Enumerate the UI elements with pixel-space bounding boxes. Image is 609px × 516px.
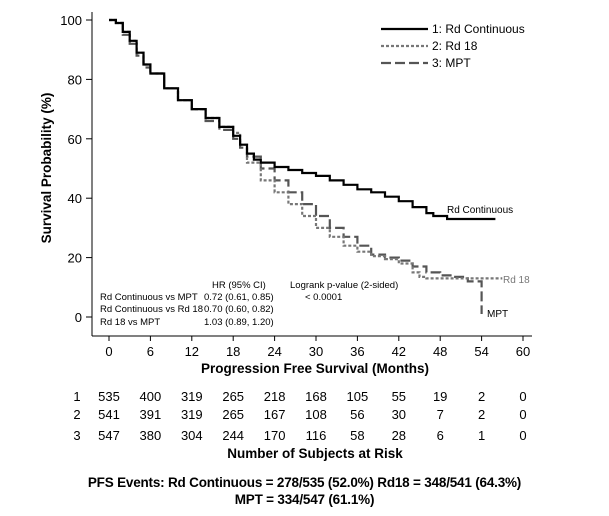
at-risk-value: 535 bbox=[98, 389, 120, 404]
at-risk-title: Number of Subjects at Risk bbox=[227, 446, 403, 461]
x-tick-label: 6 bbox=[147, 344, 154, 359]
at-risk-value: 1 bbox=[478, 428, 485, 443]
at-risk-value: 541 bbox=[98, 407, 120, 422]
end-label-mpt: MPT bbox=[487, 309, 508, 320]
x-tick-label: 36 bbox=[350, 344, 364, 359]
stats-table: HR (95% CI) Logrank p-value (2-sided) Rd… bbox=[100, 280, 398, 328]
at-risk-value: 2 bbox=[478, 407, 485, 422]
at-risk-value: 2 bbox=[478, 389, 485, 404]
stats-header-hr: HR (95% CI) bbox=[212, 280, 266, 291]
at-risk-value: 108 bbox=[305, 407, 327, 422]
x-axis-label: Progression Free Survival (Months) bbox=[201, 361, 429, 376]
at-risk-table: 1 535 400 319 265 218 168 105 55 19 2 02 541 391 319 26… bbox=[73, 389, 526, 443]
y-tick-label: 80 bbox=[68, 72, 82, 87]
at-risk-row-label: 1 bbox=[73, 389, 80, 404]
stats-row-hr: 0.70 (0.60, 0.82) bbox=[204, 304, 274, 315]
y-tick-label: 40 bbox=[68, 191, 82, 206]
at-risk-value: 116 bbox=[306, 428, 327, 443]
plot-frame bbox=[91, 12, 532, 337]
pfs-events-line-2: MPT = 334/547 (61.1%) bbox=[234, 492, 375, 507]
x-tick-label: 12 bbox=[185, 344, 199, 359]
stats-row-label: Rd 18 vs MPT bbox=[100, 317, 160, 328]
at-risk-value: 167 bbox=[264, 407, 286, 422]
at-risk-value: 319 bbox=[181, 407, 203, 422]
x-tick-label: 24 bbox=[267, 344, 281, 359]
series-rd-continuous bbox=[109, 18, 496, 221]
x-tick-label: 48 bbox=[433, 344, 447, 359]
at-risk-value: 0 bbox=[519, 407, 526, 422]
at-risk-value: 0 bbox=[519, 389, 526, 404]
at-risk-value: 400 bbox=[140, 389, 162, 404]
at-risk-value: 319 bbox=[181, 389, 203, 404]
stats-row-label: Rd Continuous vs Rd 18 bbox=[100, 304, 203, 315]
x-tick-label: 60 bbox=[516, 344, 530, 359]
at-risk-value: 547 bbox=[98, 428, 120, 443]
y-tick-label: 100 bbox=[60, 13, 82, 28]
x-tick-label: 42 bbox=[392, 344, 406, 359]
x-tick-label: 54 bbox=[474, 344, 488, 359]
end-label-rd-18: Rd 18 bbox=[503, 275, 530, 286]
stats-row-label: Rd Continuous vs MPT bbox=[100, 292, 198, 303]
stats-row-p: < 0.0001 bbox=[305, 292, 342, 303]
stats-header-p: Logrank p-value (2-sided) bbox=[290, 280, 398, 291]
series-mpt bbox=[109, 18, 483, 314]
at-risk-value: 304 bbox=[181, 428, 203, 443]
at-risk-value: 7 bbox=[437, 407, 444, 422]
stats-row-hr: 0.72 (0.61, 0.85) bbox=[204, 292, 274, 303]
at-risk-value: 168 bbox=[305, 389, 327, 404]
at-risk-value: 6 bbox=[437, 428, 444, 443]
y-tick-label: 60 bbox=[68, 132, 82, 147]
at-risk-value: 391 bbox=[140, 407, 162, 422]
x-tick-label: 18 bbox=[226, 344, 240, 359]
y-tick-label: 20 bbox=[68, 251, 82, 266]
legend: 1: Rd Continuous 2: Rd 18 3: MPT bbox=[381, 22, 525, 70]
at-risk-value: 56 bbox=[350, 407, 364, 422]
x-tick-label: 30 bbox=[309, 344, 323, 359]
y-tick-label: 0 bbox=[75, 310, 82, 325]
end-label-rd-continuous: Rd Continuous bbox=[447, 205, 513, 216]
at-risk-value: 170 bbox=[264, 428, 286, 443]
at-risk-value: 28 bbox=[392, 428, 406, 443]
at-risk-value: 0 bbox=[519, 428, 526, 443]
at-risk-value: 380 bbox=[140, 428, 162, 443]
at-risk-row-label: 2 bbox=[73, 407, 80, 422]
series-rd-18 bbox=[109, 18, 503, 280]
legend-label-rd-continuous: 1: Rd Continuous bbox=[432, 22, 525, 36]
at-risk-row-label: 3 bbox=[73, 428, 80, 443]
legend-label-mpt: 3: MPT bbox=[432, 56, 471, 70]
at-risk-value: 55 bbox=[392, 389, 406, 404]
at-risk-value: 58 bbox=[350, 428, 364, 443]
pfs-events-line-1: PFS Events: Rd Continuous = 278/535 (52.… bbox=[87, 475, 522, 490]
stats-row-hr: 1.03 (0.89, 1.20) bbox=[204, 317, 274, 328]
legend-label-rd-18: 2: Rd 18 bbox=[432, 39, 478, 53]
at-risk-value: 244 bbox=[222, 428, 244, 443]
at-risk-value: 105 bbox=[347, 389, 369, 404]
at-risk-value: 265 bbox=[222, 389, 244, 404]
at-risk-value: 265 bbox=[222, 407, 244, 422]
at-risk-value: 218 bbox=[264, 389, 286, 404]
at-risk-value: 19 bbox=[433, 389, 447, 404]
at-risk-value: 30 bbox=[392, 407, 406, 422]
x-tick-label: 0 bbox=[105, 344, 112, 359]
y-axis-label: Survival Probability (%) bbox=[39, 93, 54, 244]
